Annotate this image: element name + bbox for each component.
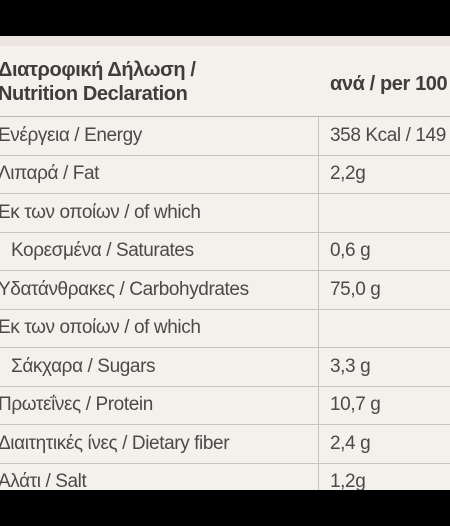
row-label: Λιπαρά / Fat <box>0 163 100 185</box>
row-label: Υδατάνθρακες / Carbohydrates <box>0 278 249 300</box>
column-divider <box>318 155 319 193</box>
row-value: 2,4 g <box>330 432 371 454</box>
column-divider <box>318 271 319 309</box>
column-divider <box>318 117 319 155</box>
row-label: Ενέργεια / Energy <box>0 124 142 146</box>
row-label: Αλάτι / Salt <box>0 471 87 490</box>
row-label: Πρωτεΐνες / Protein <box>0 394 153 416</box>
table-row-sugars: Σάκχαρα / Sugars 3,3 g <box>0 348 450 387</box>
row-label: Διαιτητικές ίνες / Dietary fiber <box>0 432 230 454</box>
column-divider <box>318 309 319 347</box>
row-value: 10,7 g <box>330 394 381 416</box>
table-row-of-which-carbs: Εκ των οποίων / of which <box>0 309 450 348</box>
row-label: Σάκχαρα / Sugars <box>11 355 156 377</box>
column-divider <box>318 463 319 490</box>
nutrition-table: Διατροφική Δήλωση / Nutrition Declaratio… <box>0 46 450 490</box>
table-row-protein: Πρωτεΐνες / Protein 10,7 g <box>0 386 450 425</box>
column-divider <box>318 386 319 424</box>
row-value: 2,2g <box>330 163 366 185</box>
table-header: Διατροφική Δήλωση / Nutrition Declaratio… <box>0 46 450 117</box>
table-row-fiber: Διαιτητικές ίνες / Dietary fiber 2,4 g <box>0 425 450 464</box>
row-value: 1,2g <box>330 471 366 490</box>
header-label-greek: Διατροφική Δήλωση / <box>0 59 196 81</box>
row-value: 358 Kcal / 149 <box>330 124 446 146</box>
row-label: Εκ των οποίων / of which <box>0 201 201 223</box>
table-row-energy: Ενέργεια / Energy 358 Kcal / 149 <box>0 117 450 156</box>
header-value: ανά / per 100 <box>330 73 448 95</box>
table-row-saturates: Κορεσμένα / Saturates 0,6 g <box>0 232 450 271</box>
table-row-carbohydrates: Υδατάνθρακες / Carbohydrates 75,0 g <box>0 271 450 310</box>
row-value: 3,3 g <box>330 355 371 377</box>
row-label: Εκ των οποίων / of which <box>0 317 201 339</box>
table-row-fat: Λιπαρά / Fat 2,2g <box>0 155 450 194</box>
table-row-of-which-fat: Εκ των οποίων / of which <box>0 194 450 233</box>
header-label: Διατροφική Δήλωση / Nutrition Declaratio… <box>0 58 196 106</box>
column-divider <box>318 232 319 270</box>
row-value: 0,6 g <box>330 240 371 262</box>
nutrition-panel: Διατροφική Δήλωση / Nutrition Declaratio… <box>0 36 450 490</box>
column-divider <box>318 348 319 386</box>
column-divider <box>318 194 319 232</box>
table-row-salt: Αλάτι / Salt 1,2g <box>0 463 450 490</box>
header-label-english: Nutrition Declaration <box>0 83 188 105</box>
row-value: 75,0 g <box>330 278 381 300</box>
column-divider <box>318 425 319 463</box>
row-label: Κορεσμένα / Saturates <box>11 240 194 262</box>
